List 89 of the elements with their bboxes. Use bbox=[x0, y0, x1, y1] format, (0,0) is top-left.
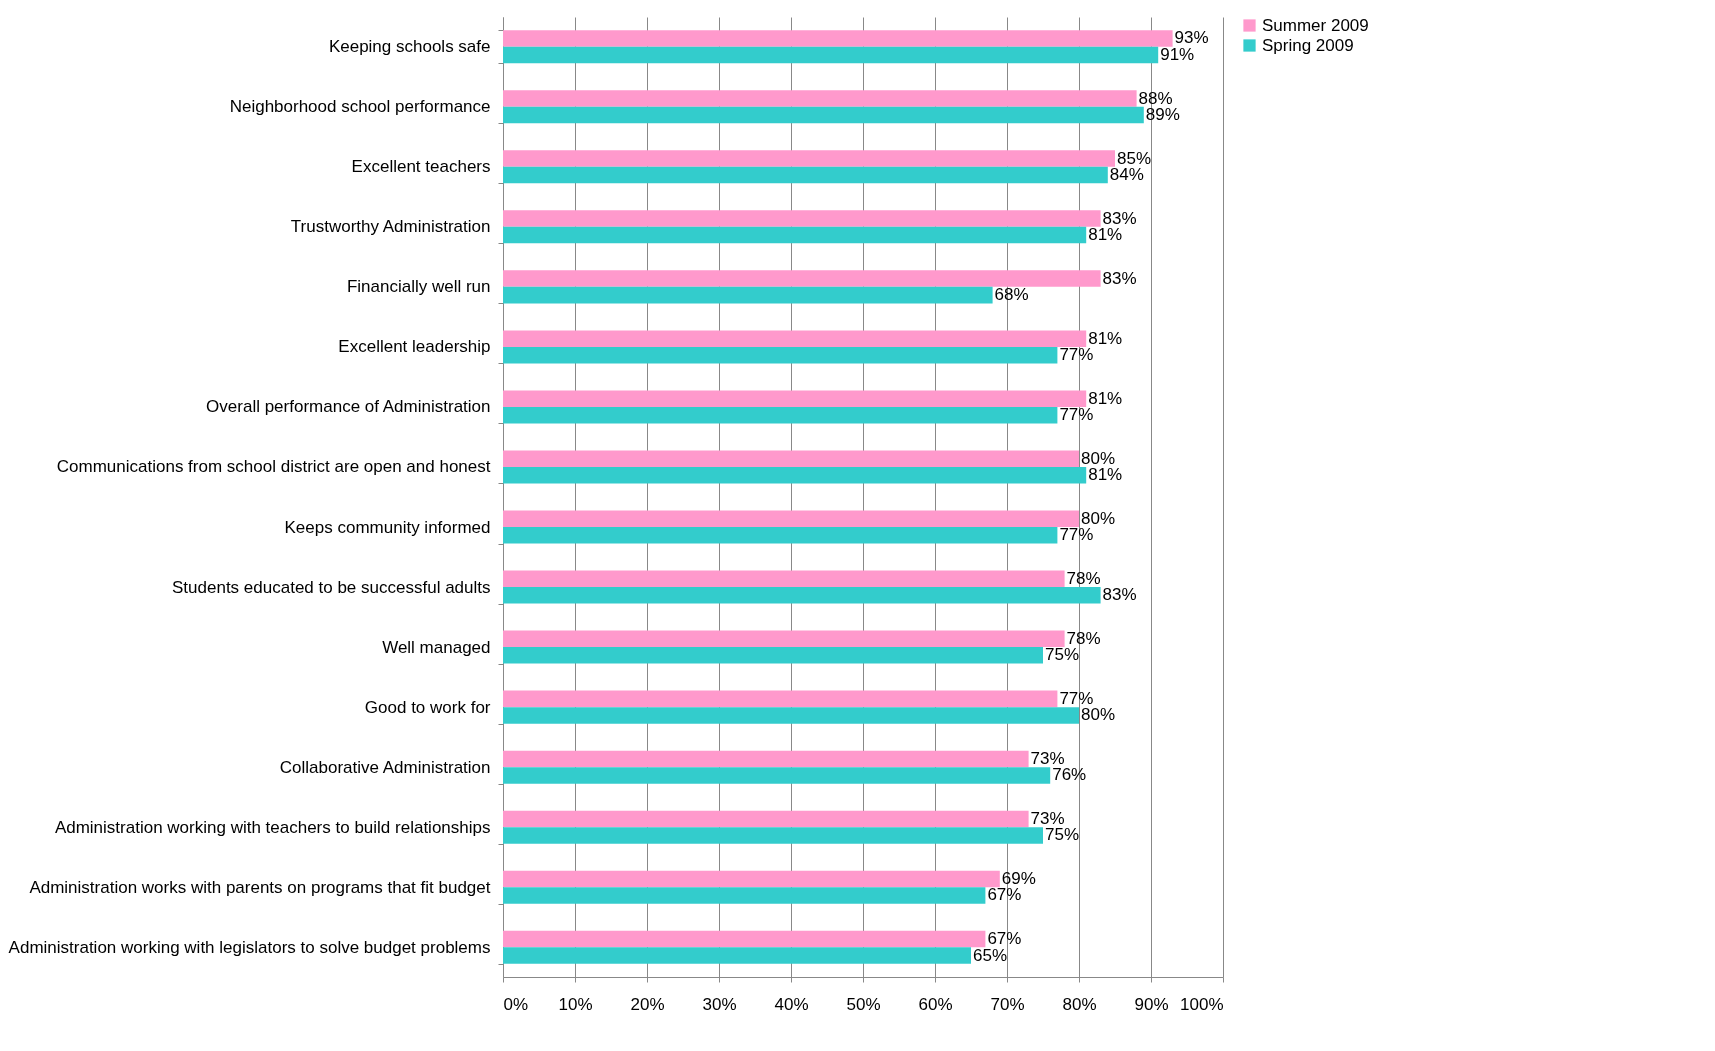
bar bbox=[503, 810, 1029, 828]
bar bbox=[503, 827, 1043, 844]
data-label: 77% bbox=[1059, 525, 1094, 545]
data-label: 83% bbox=[1102, 208, 1137, 228]
data-label: 78% bbox=[1066, 568, 1101, 588]
x-tick-label: 70% bbox=[990, 994, 1025, 1014]
bar bbox=[503, 527, 1058, 544]
data-label: 81% bbox=[1088, 328, 1123, 348]
bar bbox=[503, 166, 1108, 184]
bar bbox=[503, 90, 1137, 107]
bar bbox=[503, 30, 1173, 47]
bar bbox=[503, 390, 1087, 407]
bar bbox=[503, 106, 1144, 124]
data-label: 81% bbox=[1088, 465, 1123, 485]
bar bbox=[503, 930, 986, 948]
y-tick-label: Overall performance of Administration bbox=[206, 397, 491, 417]
bar bbox=[503, 150, 1115, 167]
bar bbox=[503, 346, 1058, 364]
data-label: 69% bbox=[1001, 868, 1036, 888]
bar bbox=[503, 510, 1079, 528]
x-tick-label: 20% bbox=[630, 994, 665, 1014]
y-tick-label: Administration working with legislators to solve budget problems bbox=[8, 937, 491, 957]
data-label: 80% bbox=[1081, 705, 1116, 725]
bar bbox=[503, 587, 1101, 604]
bar bbox=[503, 947, 971, 964]
x-tick-label: 30% bbox=[702, 994, 737, 1014]
x-tick-label: 90% bbox=[1134, 994, 1169, 1014]
bar bbox=[503, 286, 993, 304]
legend-label: Spring 2009 bbox=[1262, 35, 1354, 55]
legend-label: Summer 2009 bbox=[1262, 15, 1369, 35]
bar bbox=[503, 450, 1079, 467]
bar bbox=[503, 870, 1000, 888]
x-tick-label: 100% bbox=[1180, 994, 1224, 1014]
bar bbox=[503, 330, 1087, 347]
x-tick-label: 60% bbox=[918, 994, 953, 1014]
x-tick-label: 80% bbox=[1062, 994, 1097, 1014]
data-label: 68% bbox=[994, 285, 1029, 305]
data-label: 83% bbox=[1102, 585, 1137, 605]
x-tick-label: 0% bbox=[503, 994, 529, 1014]
bar bbox=[503, 750, 1029, 768]
data-label: 81% bbox=[1088, 388, 1123, 408]
bar bbox=[503, 707, 1079, 724]
y-tick-label: Well managed bbox=[382, 637, 491, 657]
y-tick-label: Administration working with teachers to build relationships bbox=[54, 817, 491, 837]
data-label: 80% bbox=[1081, 508, 1116, 528]
y-tick-label: Keeping schools safe bbox=[328, 37, 491, 57]
bar bbox=[503, 466, 1087, 484]
bar bbox=[503, 647, 1043, 664]
data-label: 76% bbox=[1052, 765, 1087, 785]
data-label: 78% bbox=[1066, 628, 1101, 648]
y-tick-label: Excellent teachers bbox=[351, 157, 491, 177]
data-label: 77% bbox=[1059, 345, 1094, 365]
y-tick-label: Students educated to be successful adults bbox=[172, 577, 491, 597]
data-label: 77% bbox=[1059, 405, 1094, 425]
data-label: 73% bbox=[1030, 748, 1065, 768]
bar bbox=[503, 226, 1087, 244]
data-label: 89% bbox=[1145, 105, 1180, 125]
y-tick-label: Neighborhood school performance bbox=[229, 97, 491, 117]
y-tick-label: Excellent leadership bbox=[338, 337, 491, 357]
bar bbox=[503, 210, 1101, 227]
bar bbox=[503, 630, 1065, 648]
data-label: 83% bbox=[1102, 268, 1137, 288]
data-label: 88% bbox=[1138, 88, 1173, 108]
y-tick-label: Communications from school district are open and honest bbox=[56, 457, 491, 477]
y-tick-label: Keeps community informed bbox=[284, 517, 491, 537]
data-label: 85% bbox=[1117, 148, 1152, 168]
bar bbox=[503, 690, 1058, 708]
bar bbox=[503, 887, 986, 904]
data-label: 80% bbox=[1081, 448, 1116, 468]
y-tick-label: Collaborative Administration bbox=[279, 757, 491, 777]
bar bbox=[503, 767, 1051, 784]
y-tick-label: Financially well run bbox=[346, 277, 491, 297]
x-tick-label: 50% bbox=[846, 994, 881, 1014]
y-tick-label: Administration works with parents on programs that fit budget bbox=[29, 877, 491, 897]
y-tick-label: Good to work for bbox=[364, 697, 491, 717]
bar bbox=[503, 406, 1058, 424]
data-label: 73% bbox=[1030, 808, 1065, 828]
bar bbox=[503, 570, 1065, 588]
y-tick-label: Trustworthy Administration bbox=[290, 217, 491, 237]
data-label: 75% bbox=[1045, 825, 1080, 845]
x-tick-label: 10% bbox=[558, 994, 593, 1014]
data-label: 67% bbox=[987, 885, 1022, 905]
data-label: 77% bbox=[1059, 688, 1094, 708]
data-label: 81% bbox=[1088, 225, 1123, 245]
data-label: 75% bbox=[1045, 645, 1080, 665]
data-label: 84% bbox=[1109, 165, 1144, 185]
x-tick-label: 40% bbox=[774, 994, 809, 1014]
bar bbox=[503, 46, 1159, 64]
bar bbox=[503, 270, 1101, 287]
